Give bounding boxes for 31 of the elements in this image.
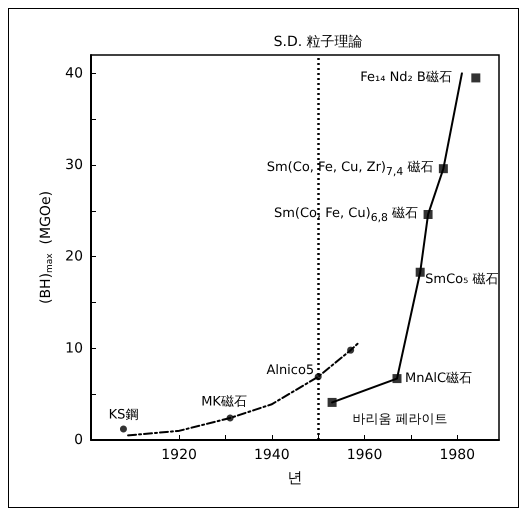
annotation: Sm(Co, Fe, Cu)$_{6,8}$ 磁石 [274, 206, 418, 224]
point [226, 414, 234, 422]
y-tick-label: 0 [74, 432, 83, 448]
point [416, 268, 425, 277]
annotation: MnAlC磁石 [405, 370, 472, 386]
annotation: Fe₁₄ Nd₂ B磁石 [360, 70, 452, 86]
y-tick-label: 40 [65, 65, 83, 82]
point [424, 210, 433, 219]
x-tick-label: 1980 [439, 447, 476, 463]
point [347, 346, 354, 354]
annotation: KS鋼 [108, 407, 138, 423]
ref-line-label: S.D. 粒子理論 [274, 34, 363, 50]
x-tick-label: 1940 [254, 447, 290, 463]
annotation: SmCo₅ 磁石 [425, 272, 498, 288]
y-axis-title: (BH)max (MGOe) [38, 190, 55, 304]
point [314, 373, 322, 380]
x-tick-label: 1960 [346, 447, 382, 463]
annotation: 바리움 페라이트 [352, 412, 448, 428]
y-tick-label: 20 [65, 248, 83, 265]
annotation: Sm(Co, Fe, Cu, Zr)$_{7,4}$ 磁石 [266, 160, 434, 178]
point [328, 398, 337, 407]
point [120, 426, 127, 432]
annotation: Alnico5 [266, 362, 314, 379]
annotation: MK磁石 [201, 394, 247, 410]
y-tick-label: 10 [65, 340, 83, 356]
point [392, 374, 402, 384]
point [438, 164, 448, 174]
x-axis-title: 년 [288, 468, 302, 486]
point [471, 73, 480, 82]
x-tick-label: 1920 [161, 447, 197, 463]
y-tick-label: 30 [65, 157, 83, 173]
